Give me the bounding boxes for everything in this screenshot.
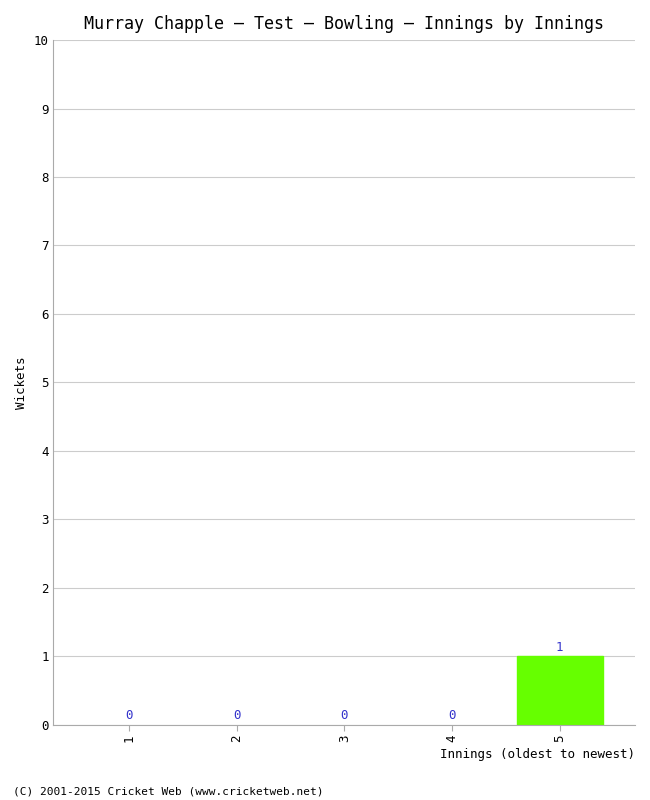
Text: 0: 0 <box>341 710 348 722</box>
Text: 0: 0 <box>125 710 133 722</box>
Y-axis label: Wickets: Wickets <box>15 356 28 409</box>
Bar <box>517 656 603 725</box>
Text: 0: 0 <box>448 710 456 722</box>
Text: 1: 1 <box>556 641 564 654</box>
Text: 0: 0 <box>233 710 240 722</box>
Title: Murray Chapple – Test – Bowling – Innings by Innings: Murray Chapple – Test – Bowling – Inning… <box>84 15 604 33</box>
X-axis label: Innings (oldest to newest): Innings (oldest to newest) <box>440 748 635 761</box>
Text: (C) 2001-2015 Cricket Web (www.cricketweb.net): (C) 2001-2015 Cricket Web (www.cricketwe… <box>13 786 324 796</box>
